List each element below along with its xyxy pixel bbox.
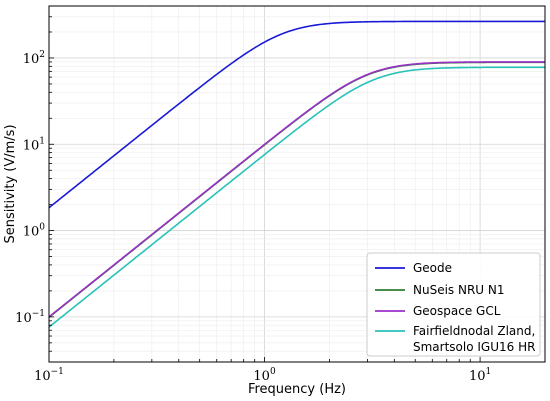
- y-tick-label: 100: [23, 223, 46, 240]
- legend-box: [366, 252, 541, 357]
- ticks: [48, 5, 546, 363]
- y-axis-title: Sensitivity (V/m/s): [3, 124, 18, 243]
- legend-label-1: NuSeis NRU N1: [413, 283, 505, 297]
- y-tick-label: 101: [23, 136, 45, 153]
- y-tick-label: 10−1: [15, 309, 45, 326]
- x-tick-label: 100: [253, 367, 276, 384]
- series-line-0: [48, 20, 545, 209]
- x-tick-label: 101: [469, 367, 491, 384]
- legend: Geode NuSeis NRU N1 Geospace GCL Fairfieldn…: [366, 252, 541, 357]
- series-lines: [48, 20, 545, 328]
- tick-labels: 10−1 100 101 10−1 100 101 102: [15, 50, 491, 384]
- series-line-2: [48, 61, 545, 318]
- plot-frame: [48, 5, 546, 363]
- y-tick-label: 102: [23, 50, 45, 67]
- legend-label-2: Geospace GCL: [413, 304, 501, 318]
- legend-label-0: Geode: [413, 261, 452, 275]
- legend-label-3: Fairfieldnodal Zland, Smartsolo IGU16 HR: [413, 324, 535, 354]
- x-axis-title: Frequency (Hz): [248, 382, 346, 397]
- x-tick-label: 10−1: [34, 367, 64, 384]
- series-line-3: [48, 66, 545, 328]
